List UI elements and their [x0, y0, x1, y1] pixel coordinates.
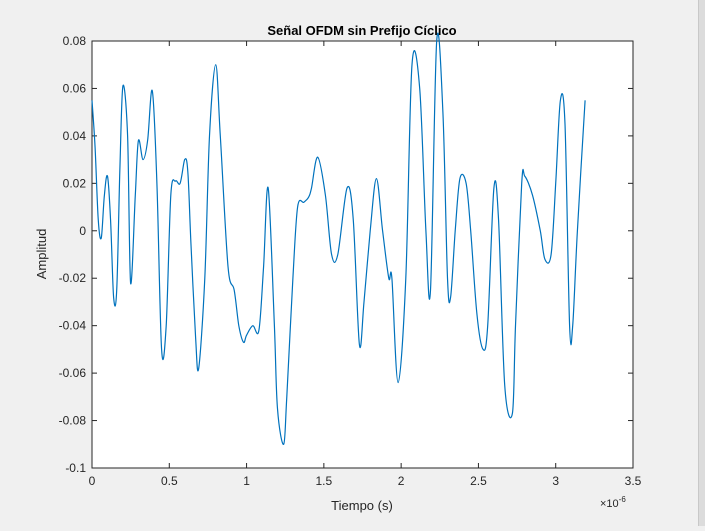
- y-tick-label: 0.06: [63, 81, 87, 95]
- x-axis-label: Tiempo (s): [331, 498, 393, 513]
- x-tick-label: 2.5: [470, 474, 487, 488]
- x-tick-label: 1: [243, 474, 250, 488]
- y-tick-label: 0: [79, 224, 86, 238]
- window-edge: [698, 0, 705, 526]
- y-tick-label: 0.08: [63, 34, 87, 48]
- plot-area: [91, 40, 634, 469]
- y-tick-label: 0.02: [63, 176, 87, 190]
- signal-line: [91, 32, 586, 445]
- x-tick-label: 3.5: [625, 474, 642, 488]
- y-axis-label: Amplitud: [34, 229, 49, 280]
- y-tick-label: 0.04: [63, 129, 87, 143]
- y-tick-label: -0.1: [65, 461, 86, 475]
- y-tick-label: -0.02: [59, 271, 87, 285]
- x-tick-label: 0: [89, 474, 96, 488]
- y-tick-label: -0.04: [59, 319, 87, 333]
- y-tick-label: -0.06: [59, 366, 87, 380]
- axis-ticks: 0 0.5 1 1.5 2 2.5 3 3.5 -0.1 -0.08 -0.06 -0.04 -0.02…: [59, 34, 642, 488]
- x-exponent: ×10-6: [600, 495, 626, 510]
- x-exponent-power: -6: [619, 495, 627, 504]
- x-tick-label: 3: [552, 474, 559, 488]
- y-tick-label: -0.08: [59, 414, 87, 428]
- x-tick-label: 0.5: [161, 474, 178, 488]
- x-exponent-base: ×10: [600, 498, 619, 510]
- x-tick-label: 2: [398, 474, 405, 488]
- x-tick-label: 1.5: [316, 474, 333, 488]
- chart-title: Señal OFDM sin Prefijo Cíclico: [267, 23, 456, 38]
